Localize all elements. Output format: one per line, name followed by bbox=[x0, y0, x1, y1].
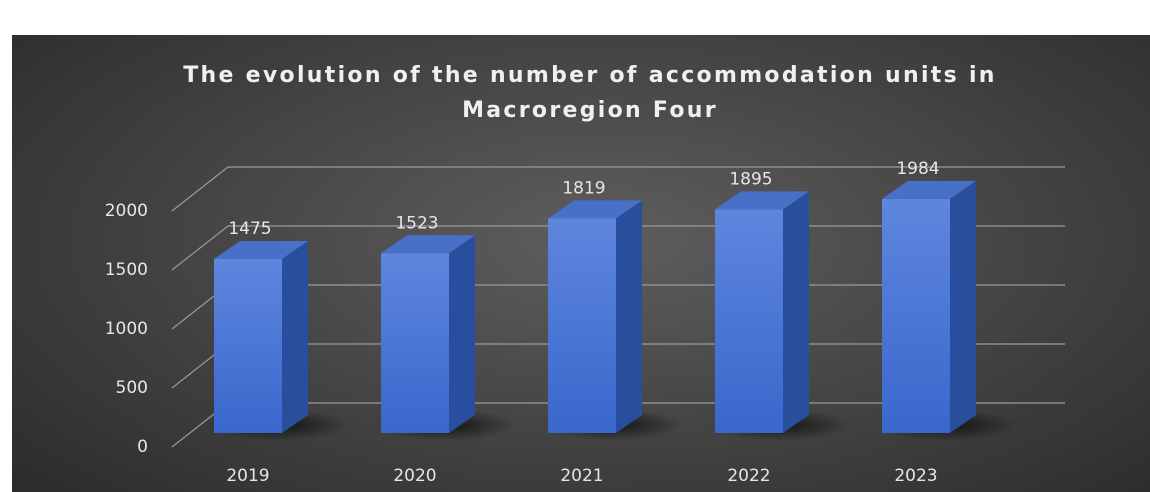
y-tick-label: 1000 bbox=[105, 319, 148, 339]
x-tick-label: 2022 bbox=[727, 466, 770, 486]
chart-title: The evolution of the number of accommoda… bbox=[183, 63, 997, 123]
bar-top bbox=[715, 191, 809, 210]
bar-side bbox=[616, 200, 642, 433]
grid-line bbox=[171, 225, 229, 271]
bar-side bbox=[950, 180, 976, 433]
grid-line bbox=[171, 166, 229, 212]
x-tick-label: 2021 bbox=[560, 466, 603, 486]
bar-side bbox=[783, 191, 809, 433]
x-tick-label: 2019 bbox=[226, 466, 269, 486]
data-label: 1984 bbox=[896, 159, 939, 179]
y-tick-label: 2000 bbox=[105, 201, 148, 221]
bar-side bbox=[449, 235, 475, 433]
bar bbox=[381, 253, 449, 433]
bar-side bbox=[282, 240, 308, 433]
x-tick-label: 2023 bbox=[894, 466, 937, 486]
data-label: 1895 bbox=[729, 169, 772, 189]
data-label: 1475 bbox=[228, 219, 271, 239]
y-tick-label: 500 bbox=[116, 378, 148, 398]
data-label: 1819 bbox=[562, 178, 605, 198]
bar-top bbox=[214, 240, 308, 259]
data-label: 1523 bbox=[395, 213, 438, 233]
bar-top bbox=[882, 180, 976, 199]
bar bbox=[548, 218, 616, 433]
bar-top bbox=[548, 200, 642, 219]
bar bbox=[882, 198, 950, 433]
bar bbox=[715, 209, 783, 433]
x-tick-label: 2020 bbox=[393, 466, 436, 486]
y-tick-label: 1500 bbox=[105, 260, 148, 280]
y-tick-label: 0 bbox=[137, 437, 148, 457]
bar-top bbox=[381, 235, 475, 254]
bar bbox=[214, 258, 282, 433]
